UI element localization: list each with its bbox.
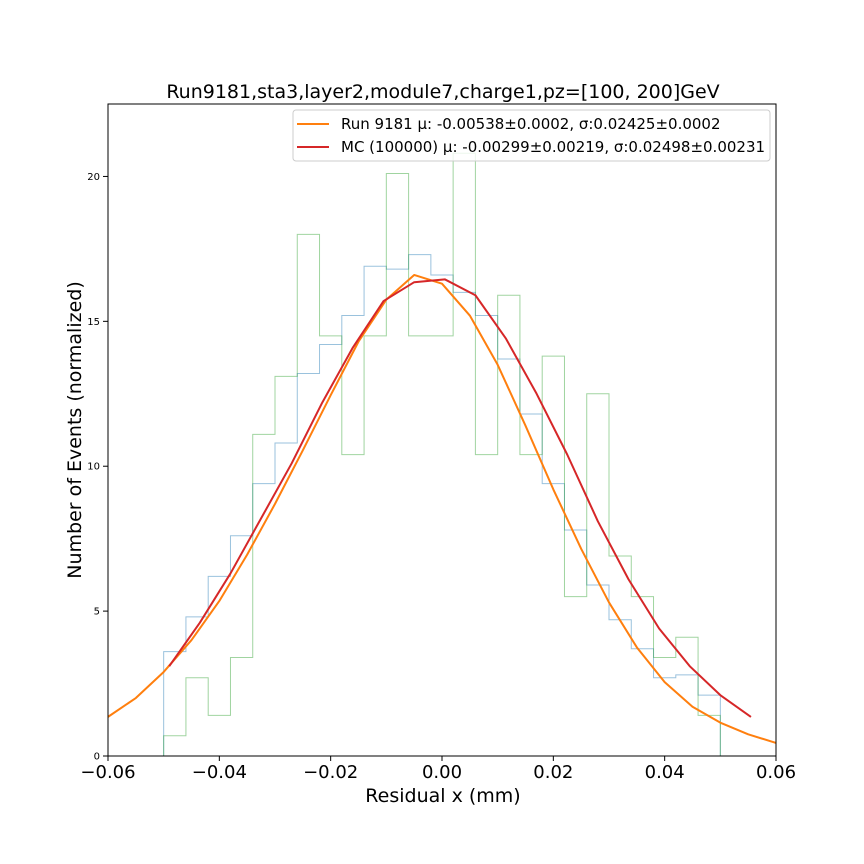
legend: Run 9181 μ: -0.00538±0.0002, σ:0.02425±0… — [292, 109, 771, 162]
y-tick-label: 20 — [87, 172, 100, 183]
y-axis: 0 5 10 15 20 — [87, 172, 108, 763]
y-tick-label: 0 — [94, 752, 100, 763]
x-tick-label: −0.04 — [192, 762, 247, 783]
mc-fit-line — [168, 278, 752, 718]
legend-label-mc: MC (100000) μ: -0.00299±0.00219, σ:0.024… — [341, 138, 765, 156]
histogram-1 — [163, 254, 721, 756]
x-tick-label: 0.02 — [533, 762, 573, 783]
y-tick-label: 10 — [87, 462, 100, 473]
run-fit-line — [107, 273, 777, 744]
y-tick-label: 15 — [87, 317, 100, 328]
chart-title: Run9181,sta3,layer2,module7,charge1,pz=[… — [166, 81, 719, 103]
x-tick-label: −0.02 — [303, 762, 358, 783]
legend-label-run: Run 9181 μ: -0.00538±0.0002, σ:0.02425±0… — [341, 115, 721, 133]
y-tick-label: 5 — [94, 607, 100, 618]
fit-line-layer — [107, 273, 777, 744]
legend-box — [292, 109, 771, 162]
x-tick-label: 0.04 — [645, 762, 685, 783]
plot-area — [107, 103, 777, 757]
x-tick-label: −0.06 — [80, 762, 135, 783]
x-axis: −0.06 −0.04 −0.02 0.00 0.02 0.04 0.06 — [80, 756, 796, 783]
x-axis-label: Residual x (mm) — [365, 785, 520, 807]
x-tick-label: 0.00 — [422, 762, 462, 783]
x-tick-label: 0.06 — [756, 762, 796, 783]
y-axis-label: Number of Events (normalized) — [64, 281, 86, 579]
